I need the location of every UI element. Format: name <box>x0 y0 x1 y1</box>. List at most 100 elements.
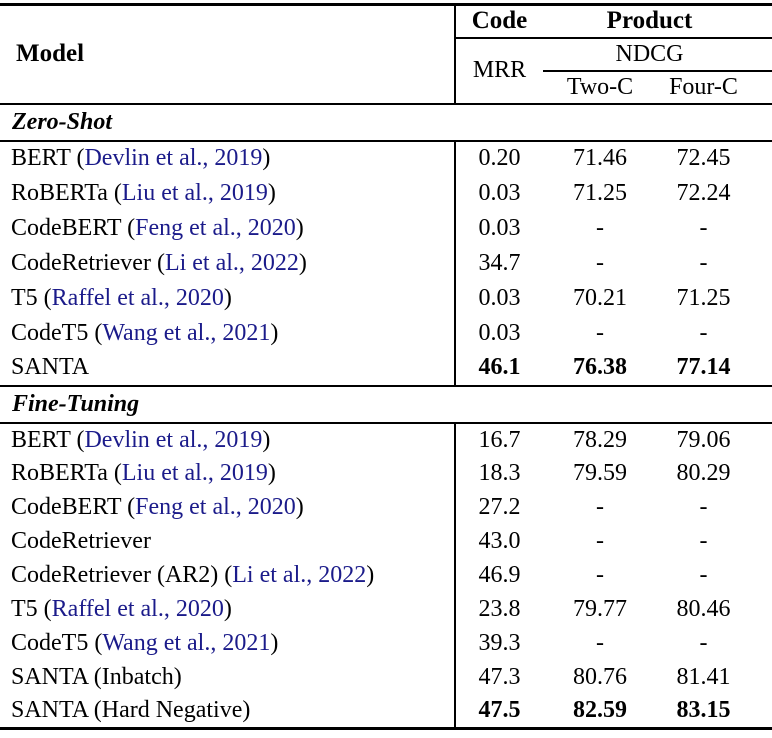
two-c-cell: - <box>596 630 604 656</box>
four-c-cell: 80.29 <box>676 460 731 486</box>
citation-link[interactable]: Li et al., 2022 <box>164 249 299 276</box>
model-name-text: RoBERTa ( <box>11 460 122 486</box>
header-metric-row: MRR NDCG <box>0 37 772 105</box>
model-name-text: ) <box>262 145 271 171</box>
two-c-cell: - <box>596 528 604 554</box>
four-c-cell: 77.14 <box>676 354 731 380</box>
column-group-code: Code <box>454 4 543 39</box>
column-header-model: Model <box>0 4 455 105</box>
header-subcol-row: Two-C Four-C <box>0 70 772 105</box>
model-name-text: ) <box>366 562 375 588</box>
four-c-cell: - <box>699 562 708 588</box>
model-name-text: BERT ( <box>11 426 85 453</box>
model-name-text: CodeRetriever <box>11 528 151 554</box>
two-c-cell: - <box>596 214 604 241</box>
four-c-cell: - <box>699 214 708 241</box>
citation-link[interactable]: Li et al., 2022 <box>232 562 367 588</box>
table-row: CodeT5 (Wang et al., 2021) 0.03- - <box>0 315 772 351</box>
table-row: RoBERTa (Liu et al., 2019) 18.3 79.59 80.29 <box>0 456 772 491</box>
mrr-cell: 47.5 <box>454 694 543 729</box>
two-c-cell: 71.46 <box>573 145 627 171</box>
mrr-cell: 39.3 <box>454 626 543 661</box>
four-c-cell: - <box>699 494 708 520</box>
column-header-ndcg: NDCG <box>543 37 772 72</box>
four-c-cell: - <box>699 319 708 346</box>
table-row: CodeRetriever (AR2) (Li et al., 2022) 46.… <box>0 558 772 593</box>
column-header-two-c: Two-C <box>543 70 657 105</box>
two-c-cell: 79.59 <box>573 460 627 486</box>
four-c-cell: - <box>699 249 708 276</box>
two-c-cell: 79.77 <box>573 596 627 622</box>
mrr-cell: 46.1 <box>454 350 543 386</box>
citation-link[interactable]: Devlin et al., 2019 <box>84 145 263 171</box>
mrr-cell: 23.8 <box>454 592 543 627</box>
table-row: SANTA (Inbatch) 47.3 80.76 81.41 <box>0 660 772 695</box>
two-c-cell: - <box>596 562 604 588</box>
mrr-cell: 16.7 <box>454 422 543 457</box>
table-row: CodeRetriever (Li et al., 2022) 34.7- - <box>0 245 772 281</box>
four-c-cell: 72.45 <box>676 145 731 171</box>
two-c-cell: 70.21 <box>573 284 627 311</box>
model-cell: CodeBERT (Feng et al., 2020) <box>0 491 455 525</box>
table-row: SANTA 46.1 76.38 77.14 <box>0 350 772 386</box>
citation-link[interactable]: Raffel et al., 2020 <box>51 596 224 622</box>
model-cell: T5 (Raffel et al., 2020) <box>0 593 455 627</box>
mrr-cell: 47.3 <box>454 660 543 695</box>
two-c-cell: 76.38 <box>573 354 627 380</box>
results-table: Model Code Product MRR NDCG Two-C Four-C… <box>0 3 772 730</box>
column-header-mrr: MRR <box>454 37 543 105</box>
citation-link[interactable]: Raffel et al., 2020 <box>51 284 224 311</box>
table-row: CodeBERT (Feng et al., 2020) 27.2- - <box>0 490 772 525</box>
citation-link[interactable]: Wang et al., 2021 <box>102 630 271 656</box>
citation-link[interactable]: Liu et al., 2019 <box>121 460 268 486</box>
citation-link[interactable]: Feng et al., 2020 <box>135 494 296 520</box>
mrr-cell: 34.7 <box>454 245 543 281</box>
table-row: CodeRetriever 43.0 - - <box>0 524 772 559</box>
table-row: SANTA (Hard Negative) 47.5 82.59 83.15 <box>0 694 772 729</box>
model-name-text: ) <box>298 249 307 276</box>
model-cell: BERT (Devlin et al., 2019) <box>0 141 455 176</box>
citation-link[interactable]: Wang et al., 2021 <box>102 319 271 346</box>
table-row: RoBERTa (Liu et al., 2019) 0.03 71.25 72.24 <box>0 175 772 211</box>
model-name-text: CodeBERT ( <box>11 214 136 241</box>
model-name-text: ) <box>270 630 279 656</box>
model-cell: CodeT5 (Wang et al., 2021) <box>0 627 455 661</box>
model-cell: CodeRetriever (AR2) (Li et al., 2022) <box>0 559 455 593</box>
four-c-cell: 81.41 <box>676 664 731 690</box>
table-row: T5 (Raffel et al., 2020) 0.03 70.21 71.25 <box>0 280 772 316</box>
two-c-cell: 78.29 <box>573 426 627 453</box>
model-cell: SANTA (Hard Negative) <box>0 695 455 729</box>
two-c-cell: - <box>596 494 604 520</box>
model-name-text: CodeRetriever ( <box>11 249 165 276</box>
citation-link[interactable]: Devlin et al., 2019 <box>84 426 263 453</box>
header-group-row: Model Code Product <box>0 4 772 105</box>
mrr-cell: 46.9 <box>454 558 543 593</box>
four-c-cell: - <box>699 528 708 554</box>
section-header-row: Zero-Shot <box>0 102 772 142</box>
mrr-cell: 43.0 <box>454 524 543 559</box>
section-label: Zero-Shot <box>0 102 772 142</box>
section-label: Fine-Tuning <box>0 384 772 424</box>
mrr-cell: 0.03 <box>454 280 543 316</box>
model-cell: T5 (Raffel et al., 2020) <box>0 281 455 316</box>
model-name-text: SANTA (Hard Negative) <box>11 697 251 724</box>
citation-link[interactable]: Feng et al., 2020 <box>135 214 296 241</box>
four-c-cell: - <box>699 630 708 656</box>
mrr-cell: 0.03 <box>454 315 543 351</box>
model-cell: RoBERTa (Liu et al., 2019) <box>0 176 455 211</box>
model-name-text: CodeBERT ( <box>11 494 136 520</box>
column-header-four-c: Four-C <box>657 70 772 105</box>
table-row: BERT (Devlin et al., 2019) 0.20 71.46 72.45 <box>0 140 772 176</box>
table-row: CodeBERT (Feng et al., 2020) 0.03- - <box>0 210 772 246</box>
table-row: CodeT5 (Wang et al., 2021) 39.3 - - <box>0 626 772 661</box>
model-name-text: ) <box>223 596 232 622</box>
model-name-text: ) <box>267 179 276 206</box>
four-c-cell: 71.25 <box>676 284 731 311</box>
model-name-text: ) <box>262 426 271 453</box>
model-cell: CodeRetriever (Li et al., 2022) <box>0 246 455 281</box>
table-body: Zero-Shot BERT (Devlin et al., 2019) 0.20 7… <box>0 102 772 729</box>
model-name-text: CodeT5 ( <box>11 319 103 346</box>
model-cell: RoBERTa (Liu et al., 2019) <box>0 457 455 491</box>
citation-link[interactable]: Liu et al., 2019 <box>121 179 268 206</box>
column-group-product: Product <box>543 4 772 39</box>
